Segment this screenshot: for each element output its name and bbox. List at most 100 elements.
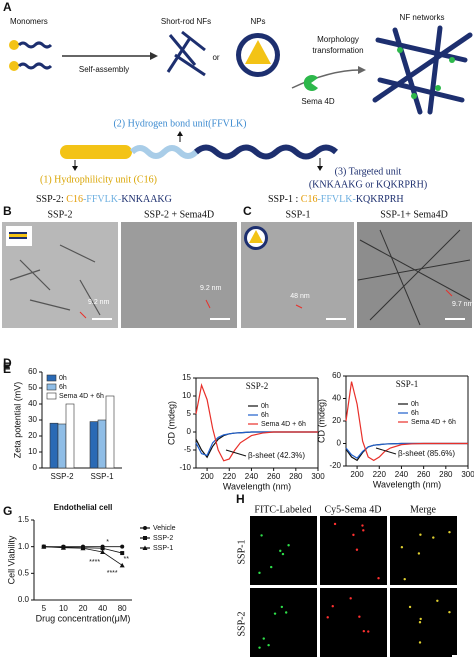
y-tick-label: -20 (329, 461, 341, 470)
scale-bar (452, 655, 464, 657)
label: (1) Hydrophilicity unit (C16) (40, 174, 157, 185)
annotation-arrow (375, 447, 397, 455)
legend-label: 6h (59, 384, 67, 391)
sequence: SSP-1 : C16-FFVLK-KQKRPRH (268, 194, 404, 205)
x-tick-label: 220 (223, 472, 237, 481)
y-axis-label: CD (mdeg) (316, 399, 326, 443)
y-tick-label: 0 (187, 427, 192, 436)
y-tick-label: 1.0 (18, 542, 30, 551)
column-header: Merge (410, 504, 436, 515)
fluorescent-dot (260, 534, 263, 537)
sequence: SSP-2: C16-FFVLK-KNKAAKG (36, 194, 172, 205)
legend-label: 6h (411, 410, 419, 417)
chart-title: SSP-1 (396, 379, 419, 389)
panel-label: H (236, 492, 245, 506)
fluorescent-dot (448, 530, 451, 534)
bar (97, 419, 107, 469)
seq-ffvlk: -FFVLK- (83, 194, 121, 205)
fluorescent-dot (400, 546, 404, 549)
fluorescent-dot (417, 552, 421, 555)
seq-c16: C16 (301, 194, 318, 205)
panel-label: E (3, 362, 11, 376)
y-tick-label: 60 (28, 367, 37, 376)
legend-swatch (46, 383, 57, 391)
fluorescent-dot (408, 605, 412, 609)
fluorescent-dot (377, 577, 380, 580)
fluorescent-dot (280, 605, 284, 609)
marker (100, 546, 105, 551)
marker (60, 545, 66, 550)
x-tick-label: SSP-2 (50, 472, 74, 481)
fluorescent-dot (258, 646, 261, 649)
fluorescent-dot (349, 597, 352, 600)
micrograph (390, 588, 457, 657)
marker (80, 545, 86, 551)
x-tick-label: 260 (417, 470, 431, 479)
marker (41, 544, 47, 549)
seq-name: SSP-2: (36, 194, 64, 205)
seq-c16: C16 (66, 194, 83, 205)
row-header: SSP-2 (236, 611, 247, 636)
seq-ffvlk: -FFVLK- (317, 194, 355, 205)
y-axis-label: Cell Viability (6, 535, 16, 584)
x-tick-label: 80 (118, 604, 127, 613)
y-tick-label: 40 (28, 399, 37, 408)
x-tick-label: 5 (42, 604, 47, 613)
fluorescent-dot (279, 549, 282, 553)
marker (119, 562, 125, 568)
fluorescent-dot (262, 637, 265, 640)
y-tick-label: 0.0 (18, 595, 30, 604)
x-tick-label: 10 (59, 604, 68, 613)
fluorescent-dot (361, 524, 364, 527)
y-tick-label: 50 (28, 383, 37, 392)
fluorescent-dot (331, 605, 334, 608)
legend-label: SSP-2 (153, 535, 173, 542)
fluorescent-dot (284, 611, 288, 614)
panel-label: F (3, 360, 10, 374)
annotation: β-sheet (42.3%) (248, 451, 305, 460)
x-tick-label: 300 (461, 470, 474, 479)
x-axis-label: Wavelength (nm) (223, 481, 291, 491)
micrograph (320, 516, 387, 585)
micrograph (250, 588, 317, 657)
column-header: FITC-Labeled (254, 504, 311, 515)
legend-label: Sema 4D + 6h (59, 393, 104, 400)
y-tick-label: 15 (182, 373, 191, 382)
size-label: 9.7 nm (452, 301, 474, 308)
y-tick-label: 0 (337, 439, 342, 448)
bar (105, 395, 115, 469)
annotation: β-sheet (85.6%) (398, 449, 455, 458)
annotation-arrow (225, 449, 247, 457)
bar (49, 422, 59, 469)
legend-label: 6h (261, 412, 269, 419)
y-tick-label: 1.5 (18, 515, 30, 524)
label: NF networks (400, 13, 445, 22)
label: (KNKAAKG or KQKRPRH) (309, 179, 427, 190)
marker (120, 551, 125, 556)
micrograph (250, 516, 317, 585)
panel-a-art (9, 25, 473, 171)
significance: ** (123, 556, 129, 563)
bar (57, 423, 67, 469)
image-title: SSP-1+ Sema4D (380, 209, 448, 220)
y-tick-label: 20 (28, 431, 37, 440)
fluorescent-dot (287, 544, 290, 547)
legend-label: Sema 4D + 6h (411, 419, 456, 426)
image-title: SSP-2 + Sema4D (144, 209, 214, 220)
chart-title: Endothelial cell (54, 503, 113, 512)
y-tick-label: 0 (33, 463, 38, 472)
micrograph (390, 516, 457, 585)
y-tick-label: 60 (332, 371, 341, 380)
seq-name: SSP-1 : (268, 194, 298, 205)
fluorescent-dot (418, 621, 422, 624)
significance: **** (89, 559, 100, 566)
y-tick-label: 5 (187, 409, 192, 418)
fluorescent-dot (418, 641, 422, 644)
panel-label: C (243, 204, 252, 218)
legend-label: 0h (59, 375, 67, 382)
panel-label: A (3, 0, 12, 14)
fluorescent-dot (367, 630, 370, 633)
x-tick-label: 240 (395, 470, 409, 479)
